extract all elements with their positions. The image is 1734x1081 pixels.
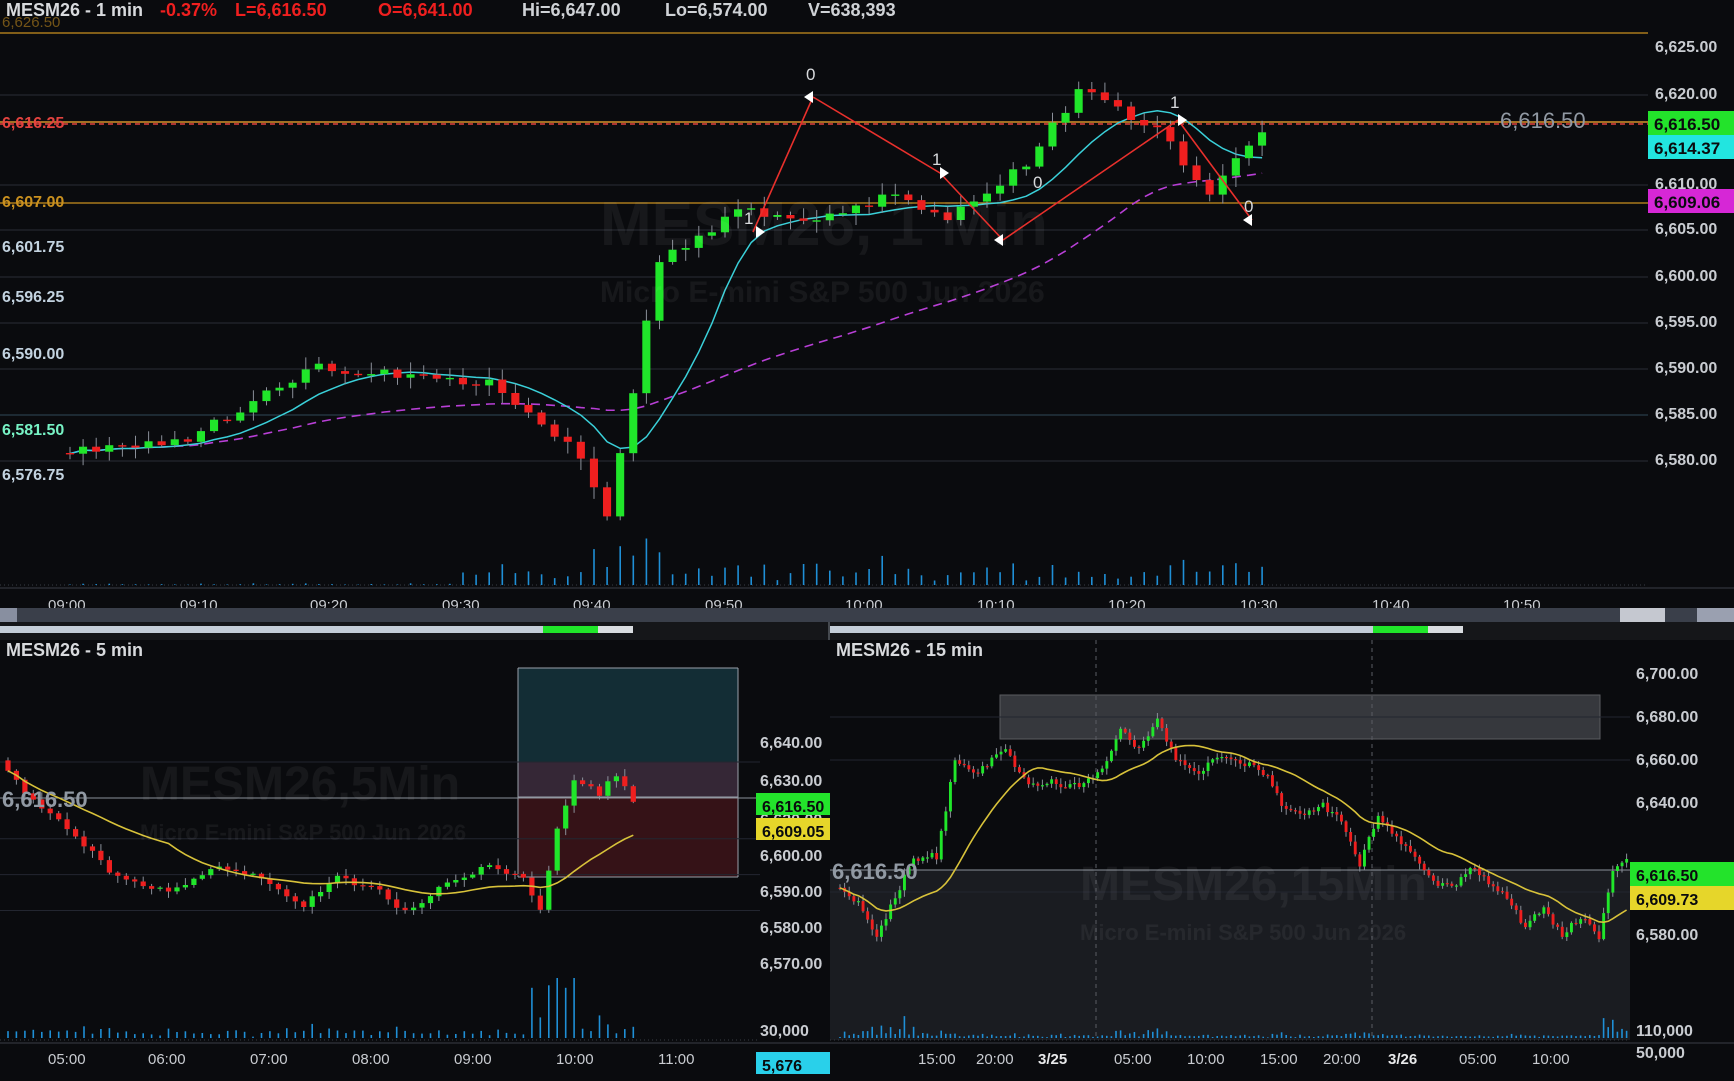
svg-text:O=6,641.00: O=6,641.00 [378,0,473,20]
svg-text:6,580.00: 6,580.00 [1655,452,1717,469]
svg-text:3/25: 3/25 [1038,1051,1067,1068]
svg-text:Micro E-mini S&P 500 Jun 2026: Micro E-mini S&P 500 Jun 2026 [140,820,466,845]
svg-text:0: 0 [1244,197,1253,216]
svg-text:Micro E-mini S&P 500 Jun 2026: Micro E-mini S&P 500 Jun 2026 [1080,920,1406,945]
svg-text:3/26: 3/26 [1388,1051,1417,1068]
svg-text:15:00: 15:00 [1260,1051,1298,1068]
svg-text:6,605.00: 6,605.00 [1655,221,1717,238]
svg-text:6,614.37: 6,614.37 [1654,139,1720,158]
svg-text:6,616.50: 6,616.50 [1636,868,1698,885]
svg-text:6,600.00: 6,600.00 [760,848,822,865]
svg-text:110,000: 110,000 [1636,1023,1693,1040]
svg-text:6,616.25: 6,616.25 [2,115,64,132]
svg-text:6,616.50: 6,616.50 [832,859,918,884]
svg-text:6,620.00: 6,620.00 [1655,86,1717,103]
svg-text:6,625.00: 6,625.00 [1655,39,1717,56]
svg-text:Lo=6,574.00: Lo=6,574.00 [665,0,768,20]
svg-text:6,700.00: 6,700.00 [1636,666,1698,683]
svg-text:1: 1 [744,209,753,228]
svg-text:6,590.00: 6,590.00 [1655,360,1717,377]
svg-text:11:00: 11:00 [658,1051,694,1068]
svg-text:Micro E-mini S&P 500 Jun 2026: Micro E-mini S&P 500 Jun 2026 [600,276,1045,309]
svg-text:15:00: 15:00 [918,1051,956,1068]
svg-text:20:00: 20:00 [1323,1051,1361,1068]
svg-text:6,616.50: 6,616.50 [2,787,88,812]
svg-text:6,585.00: 6,585.00 [1655,406,1717,423]
svg-text:1: 1 [1170,93,1179,112]
svg-text:6,570.00: 6,570.00 [760,956,822,973]
svg-text:MESM26 - 5 min: MESM26 - 5 min [6,640,143,660]
svg-text:6,576.75: 6,576.75 [2,467,64,484]
svg-text:6,581.50: 6,581.50 [2,422,64,439]
svg-text:30,000: 30,000 [760,1023,809,1040]
svg-text:6,601.75: 6,601.75 [2,239,64,256]
svg-text:MESM26, 1 Min: MESM26, 1 Min [600,190,1048,259]
svg-text:-0.37%: -0.37% [160,0,217,20]
svg-text:6,596.25: 6,596.25 [2,289,64,306]
svg-text:6,609.05: 6,609.05 [762,824,824,841]
svg-text:0: 0 [806,65,815,84]
svg-text:6,580.00: 6,580.00 [760,920,822,937]
svg-text:6,609.06: 6,609.06 [1654,193,1720,212]
svg-text:50,000: 50,000 [1636,1045,1685,1062]
svg-text:6,595.00: 6,595.00 [1655,314,1717,331]
svg-text:6,616.50: 6,616.50 [1500,108,1586,133]
svg-text:6,616.50: 6,616.50 [762,799,824,816]
svg-text:10:00: 10:00 [556,1051,594,1068]
svg-text:6,640.00: 6,640.00 [760,735,822,752]
svg-text:09:00: 09:00 [454,1051,492,1068]
svg-text:10:00: 10:00 [1532,1051,1570,1068]
svg-text:5,676: 5,676 [762,1058,802,1075]
svg-text:20:00: 20:00 [976,1051,1014,1068]
svg-text:1: 1 [932,150,941,169]
svg-text:6,616.50: 6,616.50 [1654,115,1720,134]
svg-text:6,600.00: 6,600.00 [1655,268,1717,285]
svg-text:0: 0 [1033,173,1042,192]
svg-text:6,580.00: 6,580.00 [1636,927,1698,944]
svg-text:6,590.00: 6,590.00 [2,346,64,363]
svg-text:07:00: 07:00 [250,1051,288,1068]
svg-text:05:00: 05:00 [48,1051,86,1068]
svg-text:MESM26,5Min: MESM26,5Min [140,758,460,811]
svg-text:6,640.00: 6,640.00 [1636,795,1698,812]
svg-text:6,630.00: 6,630.00 [760,773,822,790]
svg-text:L=6,616.50: L=6,616.50 [235,0,327,20]
svg-text:10:00: 10:00 [1187,1051,1225,1068]
svg-text:MESM26,15Min: MESM26,15Min [1080,858,1427,911]
svg-text:05:00: 05:00 [1114,1051,1152,1068]
svg-text:V=638,393: V=638,393 [808,0,896,20]
svg-text:6,607.00: 6,607.00 [2,194,64,211]
svg-text:Hi=6,647.00: Hi=6,647.00 [522,0,621,20]
svg-text:6,660.00: 6,660.00 [1636,752,1698,769]
svg-text:6,680.00: 6,680.00 [1636,709,1698,726]
svg-text:08:00: 08:00 [352,1051,390,1068]
svg-text:6,590.00: 6,590.00 [760,884,822,901]
svg-text:05:00: 05:00 [1459,1051,1497,1068]
svg-text:MESM26 - 15 min: MESM26 - 15 min [836,640,983,660]
svg-text:6,609.73: 6,609.73 [1636,892,1698,909]
svg-text:06:00: 06:00 [148,1051,186,1068]
svg-text:6,626.50: 6,626.50 [2,14,60,31]
